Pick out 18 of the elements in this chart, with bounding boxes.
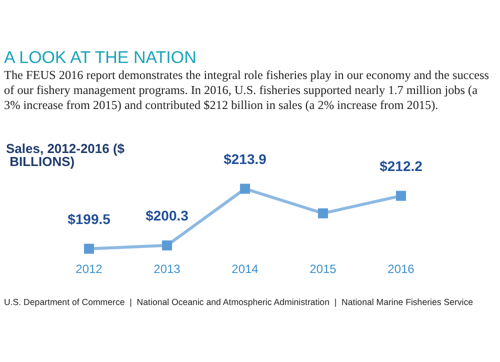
x-tick-label: 2012 — [76, 262, 103, 276]
text: U.S. Department of Commerce | National Oceanic and Atmospheric Administration | National Marine Fisheries Service — [4, 297, 474, 307]
point — [396, 190, 406, 201]
x-tick-label: 2015 — [310, 262, 337, 276]
point — [318, 208, 328, 218]
x-tick-label: 2016 — [388, 262, 415, 276]
chart-subtitle: The FEUS 2016 report demonstrates the integral role fisheries play in our economy and the success of our fishery management programs. In 2016, U.S. fisheries supported nearly 1.7 million jobs (a 3% increase from 2015) and contributed $212 billion in sales (a 2% increase from 2015). — [4, 68, 490, 113]
y-axis-title: Sales, 2012-2016 ($ BILLIONS) — [6, 141, 126, 169]
data-label: $212.2 — [380, 158, 423, 174]
data-label: $199.5 — [68, 210, 111, 227]
chart-title: A LOOK AT THE NATION — [4, 48, 196, 68]
point — [240, 184, 250, 194]
point — [162, 240, 172, 250]
data-label: $213.9 — [224, 150, 267, 167]
data-label: $200.3 — [146, 207, 189, 224]
x-tick-label: 2014 — [232, 262, 259, 276]
point — [84, 244, 94, 254]
x-tick-label: 2013 — [154, 262, 181, 276]
